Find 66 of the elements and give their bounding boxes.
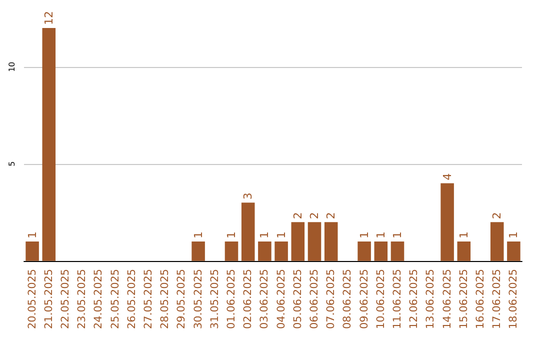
data-label: 1 (225, 231, 238, 238)
x-tick-label: 04.06.2025 (275, 268, 288, 330)
y-tick-label: 5 (8, 161, 16, 166)
data-label: 1 (26, 231, 39, 238)
data-label: 2 (324, 212, 338, 220)
x-tick-label: 23.05.2025 (76, 268, 88, 330)
x-tick-label: 30.05.2025 (192, 268, 204, 330)
data-label: 1 (457, 231, 470, 238)
bar (192, 241, 205, 261)
x-tick-label: 08.06.2025 (342, 268, 354, 330)
x-tick-label: 29.05.2025 (176, 268, 188, 330)
data-label: 1 (274, 231, 288, 238)
bar (374, 241, 388, 261)
data-label: 2 (490, 212, 504, 220)
bar (274, 241, 288, 261)
bar (358, 241, 371, 261)
x-tick-label: 05.06.2025 (292, 268, 304, 330)
data-label: 3 (242, 192, 255, 200)
data-label: 2 (308, 212, 321, 220)
x-tick-label: 31.05.2025 (208, 268, 221, 330)
x-tick-label: 17.06.2025 (491, 268, 504, 330)
bar (241, 202, 255, 261)
y-tick-label: 10 (8, 62, 16, 72)
x-tick-label: 16.06.2025 (474, 268, 486, 330)
x-tick-label: 06.06.2025 (308, 268, 320, 330)
bar (224, 241, 238, 261)
x-tick-label: 25.05.2025 (109, 268, 122, 330)
data-label: 1 (374, 231, 388, 238)
x-tick-label: 21.05.2025 (42, 268, 55, 330)
x-tick-label: 18.06.2025 (508, 268, 520, 330)
bar (42, 28, 56, 261)
x-tick-label: 03.06.2025 (258, 268, 271, 330)
bar (324, 222, 338, 261)
x-tick-label: 20.05.2025 (26, 268, 38, 330)
bar (308, 222, 322, 261)
x-tick-label: 13.06.2025 (424, 268, 437, 330)
data-label: 4 (440, 173, 454, 180)
data-label: 1 (192, 231, 205, 238)
bar (457, 241, 471, 261)
data-label: 1 (507, 231, 520, 238)
bar (507, 241, 520, 261)
x-tick-label: 28.05.2025 (159, 268, 172, 330)
bar (258, 241, 272, 261)
data-label: 1 (258, 231, 272, 238)
x-tick-label: 07.06.2025 (325, 268, 338, 330)
bar (390, 241, 404, 261)
x-tick-label: 15.06.2025 (458, 268, 470, 330)
x-tick-label: 09.06.2025 (358, 268, 370, 330)
x-tick-label: 01.06.2025 (226, 268, 238, 330)
x-tick-label: 22.05.2025 (60, 268, 72, 330)
data-label: 1 (358, 231, 371, 238)
data-label: 1 (391, 231, 404, 238)
bar (440, 183, 454, 261)
x-tick-label: 12.06.2025 (408, 268, 420, 330)
x-tick-label: 11.06.2025 (392, 268, 404, 330)
x-tick-label: 24.05.2025 (92, 268, 105, 330)
x-tick-label: 14.06.2025 (441, 268, 454, 330)
x-tick-label: 26.05.2025 (126, 268, 138, 330)
data-label: 2 (291, 212, 304, 220)
x-tick-label: 10.06.2025 (374, 268, 387, 330)
bar (291, 222, 305, 261)
bar (26, 241, 39, 261)
x-tick-label: 27.05.2025 (142, 268, 154, 330)
x-tick-label: 02.06.2025 (242, 268, 254, 330)
bar (490, 222, 504, 261)
data-label: 12 (42, 11, 56, 25)
